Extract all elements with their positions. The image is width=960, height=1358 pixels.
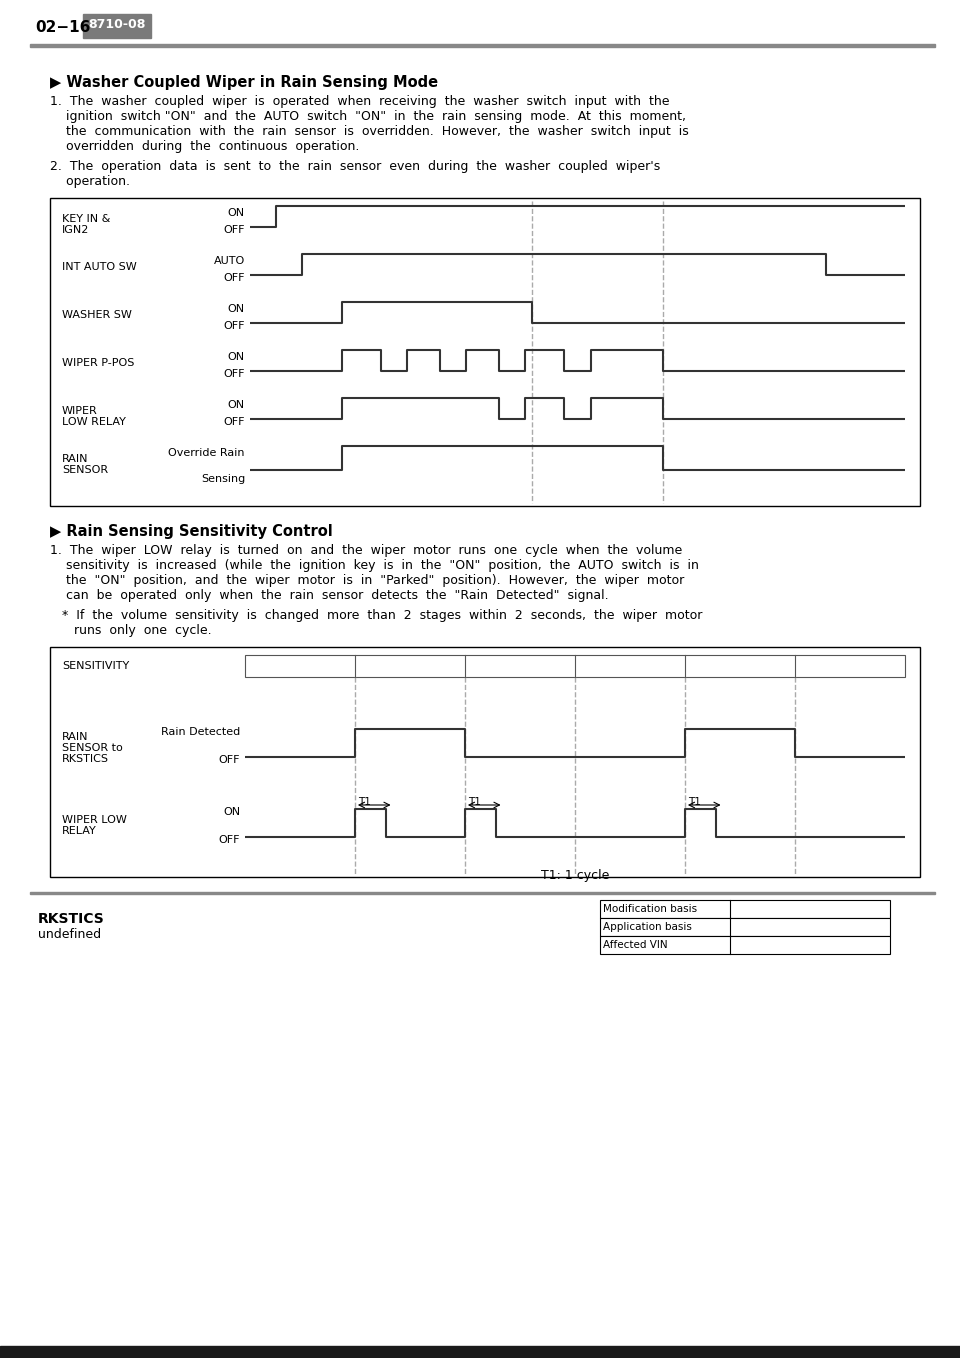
Text: the  "ON"  position,  and  the  wiper  motor  is  in  "Parked"  position).  Howe: the "ON" position, and the wiper motor i… [50, 574, 684, 587]
Text: OFF: OFF [224, 225, 245, 235]
Text: ON: ON [228, 352, 245, 363]
Text: undefined: undefined [38, 928, 101, 941]
Text: ▶ Rain Sensing Sensitivity Control: ▶ Rain Sensing Sensitivity Control [50, 524, 333, 539]
Text: the  communication  with  the  rain  sensor  is  overridden.  However,  the  was: the communication with the rain sensor i… [50, 125, 688, 139]
Bar [600, 936, 890, 955]
Text: can  be  operated  only  when  the  rain  sensor  detects  the  "Rain  Detected": can be operated only when the rain senso… [50, 589, 609, 602]
Text: ON: ON [223, 807, 240, 818]
Text: T1: T1 [358, 797, 371, 807]
Text: SEN.4: SEN.4 [725, 661, 756, 671]
Text: ON: ON [228, 208, 245, 219]
Text: operation.: operation. [50, 175, 130, 187]
Text: SEN.0: SEN.0 [284, 661, 316, 671]
Bar [0, 0, 960, 45]
Text: T1: T1 [688, 797, 701, 807]
Text: Override Rain: Override Rain [169, 448, 245, 458]
Bar [600, 918, 890, 936]
Text: INT AUTO SW: INT AUTO SW [62, 262, 136, 272]
Text: Modification basis: Modification basis [603, 904, 697, 914]
Text: overridden  during  the  continuous  operation.: overridden during the continuous operati… [50, 140, 359, 153]
Text: RAIN: RAIN [62, 454, 88, 464]
Text: SENSITIVITY: SENSITIVITY [62, 661, 130, 671]
Text: OFF: OFF [224, 369, 245, 379]
Bar [30, 43, 935, 48]
Text: LOW RELAY: LOW RELAY [62, 417, 126, 426]
Text: WASHER SW: WASHER SW [62, 310, 132, 320]
Text: 8710-08: 8710-08 [88, 19, 146, 31]
Text: T1: T1 [468, 797, 481, 807]
Text: 1.  The  washer  coupled  wiper  is  operated  when  receiving  the  washer  swi: 1. The washer coupled wiper is operated … [50, 95, 669, 109]
Text: 02−16: 02−16 [35, 20, 90, 35]
Bar [245, 655, 905, 678]
Text: Rain Detected: Rain Detected [160, 727, 240, 737]
Text: AUTO: AUTO [214, 257, 245, 266]
Text: SEN.2: SEN.2 [505, 661, 536, 671]
Text: OFF: OFF [219, 835, 240, 845]
Text: RELAY: RELAY [62, 826, 97, 837]
Text: carmanualsonline.info: carmanualsonline.info [672, 1348, 788, 1358]
Text: SEN.3: SEN.3 [834, 661, 865, 671]
Text: Affected VIN: Affected VIN [603, 940, 667, 951]
Text: OFF: OFF [219, 755, 240, 765]
Bar [0, 1346, 960, 1358]
Text: OFF: OFF [224, 320, 245, 331]
Text: RAIN: RAIN [62, 732, 88, 741]
Text: OFF: OFF [224, 273, 245, 282]
Text: IGN2: IGN2 [62, 225, 89, 235]
Text: 2.  The  operation  data  is  sent  to  the  rain  sensor  even  during  the  wa: 2. The operation data is sent to the rai… [50, 160, 660, 172]
Text: SENSOR: SENSOR [62, 464, 108, 475]
Text: Application basis: Application basis [603, 922, 692, 932]
Text: runs  only  one  cycle.: runs only one cycle. [50, 623, 211, 637]
Text: ON: ON [228, 401, 245, 410]
Text: SEN.1: SEN.1 [395, 661, 425, 671]
Bar [50, 646, 920, 877]
Bar [83, 14, 151, 38]
Text: Sensing: Sensing [201, 474, 245, 483]
Text: 1.  The  wiper  LOW  relay  is  turned  on  and  the  wiper  motor  runs  one  c: 1. The wiper LOW relay is turned on and … [50, 545, 683, 557]
Text: KEY IN &: KEY IN & [62, 215, 110, 224]
Bar [600, 900, 890, 918]
Text: WIPER: WIPER [62, 406, 98, 416]
Text: ▶ Washer Coupled Wiper in Rain Sensing Mode: ▶ Washer Coupled Wiper in Rain Sensing M… [50, 75, 438, 90]
Text: SENSOR to: SENSOR to [62, 743, 123, 752]
Text: sensitivity  is  increased  (while  the  ignition  key  is  in  the  "ON"  posit: sensitivity is increased (while the igni… [50, 559, 699, 572]
Text: RKSTICS: RKSTICS [38, 913, 105, 926]
Text: ON: ON [228, 304, 245, 314]
Text: WIPER P-POS: WIPER P-POS [62, 359, 134, 368]
Bar [50, 198, 920, 507]
Text: OFF: OFF [224, 417, 245, 426]
Text: WIPER LOW: WIPER LOW [62, 815, 127, 826]
Text: ignition  switch "ON"  and  the  AUTO  switch  "ON"  in  the  rain  sensing  mod: ignition switch "ON" and the AUTO switch… [50, 110, 686, 124]
Text: *  If  the  volume  sensitivity  is  changed  more  than  2  stages  within  2  : * If the volume sensitivity is changed m… [50, 608, 703, 622]
Text: T1: 1 cycle: T1: 1 cycle [540, 869, 610, 881]
Text: SEN.3: SEN.3 [614, 661, 645, 671]
Bar [30, 891, 935, 894]
Text: RKSTICS: RKSTICS [62, 754, 109, 765]
